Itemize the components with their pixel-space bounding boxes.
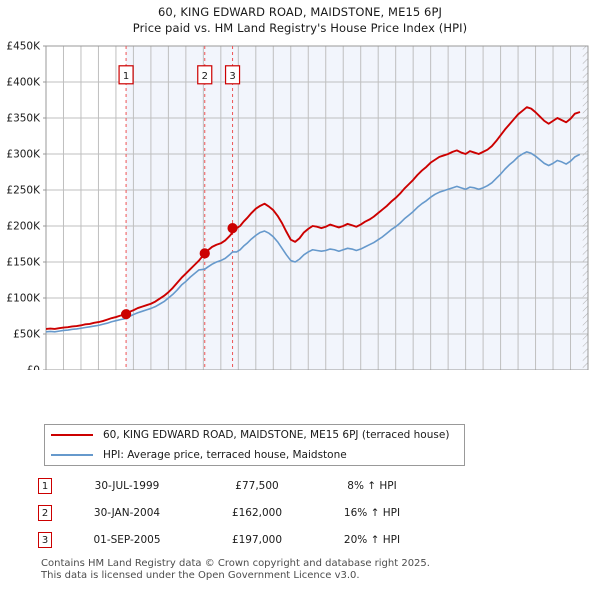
row-hpi-delta: 8% ↑ HPI xyxy=(347,479,397,492)
price-chart: 1 2 3 £0 £50K £100K £150K £200K £250K £300K £350K… xyxy=(0,38,600,370)
svg-text:2: 2 xyxy=(202,71,208,82)
row-badge: 2 xyxy=(38,504,52,521)
projection-zone xyxy=(582,46,588,370)
svg-text:£200K: £200K xyxy=(6,221,41,233)
row-date: 01-SEP-2005 xyxy=(93,533,161,546)
footer-line-1: Contains HM Land Registry data © Crown c… xyxy=(41,558,430,569)
legend-label-hpi: HPI: Average price, terraced house, Maid… xyxy=(103,449,347,461)
row-badge: 3 xyxy=(38,531,52,548)
row-date: 30-JAN-2004 xyxy=(93,506,161,519)
vertical-gridlines xyxy=(62,46,572,370)
svg-text:1: 1 xyxy=(123,71,129,82)
row-price: £197,000 xyxy=(231,533,283,546)
copyright-footer: Contains HM Land Registry data © Crown c… xyxy=(41,558,581,582)
property-price-line xyxy=(46,106,581,330)
table-row[interactable]: 1 30-JUL-1999 £77,500 8% ↑ HPI xyxy=(38,472,468,499)
row-price: £77,500 xyxy=(235,479,279,492)
svg-text:£450K: £450K xyxy=(6,41,41,53)
row-date: 30-JUL-1999 xyxy=(94,479,160,492)
event-badge-labels[interactable]: 1 2 3 xyxy=(118,65,241,85)
sale-point-markers[interactable] xyxy=(120,223,238,320)
svg-text:£300K: £300K xyxy=(6,149,41,161)
legend-label-property: 60, KING EDWARD ROAD, MAIDSTONE, ME15 6P… xyxy=(103,429,450,441)
legend-item-property: 60, KING EDWARD ROAD, MAIDSTONE, ME15 6P… xyxy=(45,425,464,445)
svg-text:£350K: £350K xyxy=(6,113,41,125)
row-price: £162,000 xyxy=(231,506,283,519)
title-primary: 60, KING EDWARD ROAD, MAIDSTONE, ME15 6P… xyxy=(158,5,442,19)
row-hpi-delta: 20% ↑ HPI xyxy=(343,533,401,546)
transactions-table: 1 30-JUL-1999 £77,500 8% ↑ HPI 2 30-JAN-… xyxy=(38,472,468,553)
plot-frame xyxy=(45,45,589,370)
chart-legend: 60, KING EDWARD ROAD, MAIDSTONE, ME15 6P… xyxy=(44,424,465,466)
legend-swatch-property xyxy=(51,434,93,436)
svg-text:£100K: £100K xyxy=(6,293,41,305)
svg-text:£50K: £50K xyxy=(13,329,41,341)
row-badge: 1 xyxy=(38,477,52,494)
row-hpi-delta: 16% ↑ HPI xyxy=(343,506,401,519)
legend-item-hpi: HPI: Average price, terraced house, Maid… xyxy=(45,445,464,465)
table-row[interactable]: 3 01-SEP-2005 £197,000 20% ↑ HPI xyxy=(38,526,468,553)
chart-svg: 1 2 3 £0 £50K £100K £150K £200K £250K £300K £350K… xyxy=(6,41,589,371)
hpi-average-line xyxy=(46,151,581,333)
footer-line-2: This data is licensed under the Open Gov… xyxy=(41,570,360,581)
legend-swatch-hpi xyxy=(51,454,93,456)
table-row[interactable]: 2 30-JAN-2004 £162,000 16% ↑ HPI xyxy=(38,499,468,526)
title-secondary: Price paid vs. HM Land Registry's House … xyxy=(132,21,468,35)
svg-text:£250K: £250K xyxy=(6,185,41,197)
svg-text:£150K: £150K xyxy=(6,257,41,269)
y-axis: £0 £50K £100K £150K £200K £250K £300K £350K £400… xyxy=(6,41,46,371)
data-coverage-band xyxy=(126,46,589,370)
svg-text:3: 3 xyxy=(229,71,235,82)
svg-text:£400K: £400K xyxy=(6,77,41,89)
page-title: 60, KING EDWARD ROAD, MAIDSTONE, ME15 6P… xyxy=(0,4,600,36)
svg-text:£0: £0 xyxy=(27,365,40,371)
